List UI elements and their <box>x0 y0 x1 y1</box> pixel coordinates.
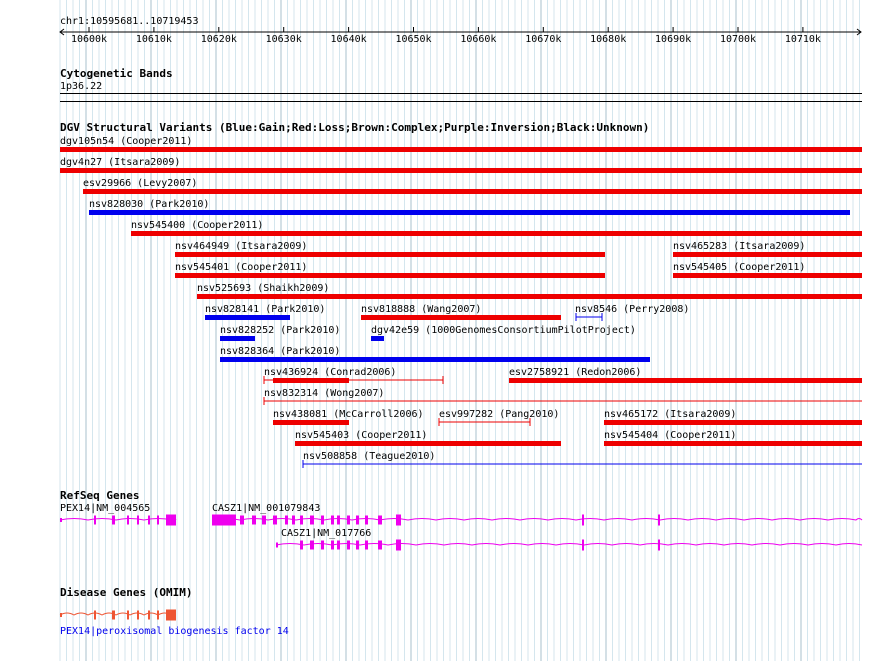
variant-bar[interactable] <box>175 273 605 278</box>
omim-gene-model[interactable] <box>59 609 176 621</box>
variant-bar[interactable] <box>220 357 650 362</box>
variant-bar[interactable] <box>295 441 561 446</box>
variant-bar[interactable] <box>89 210 850 215</box>
variant-bar[interactable] <box>371 336 384 341</box>
variant-label[interactable]: nsv828030 (Park2010) <box>89 199 210 210</box>
ruler-tick-label: 10670k <box>525 34 562 45</box>
gene-label[interactable]: CASZ1|NM_001079843 <box>212 503 321 514</box>
variant-label[interactable]: nsv465283 (Itsara2009) <box>673 241 806 252</box>
refseq-track-title: RefSeq Genes <box>60 489 140 502</box>
variant-bar[interactable] <box>673 252 862 257</box>
gene-label[interactable]: CASZ1|NM_017766 <box>281 528 372 539</box>
variant-interval[interactable] <box>263 376 444 384</box>
region-label: chr1:10595681..10719453 <box>60 16 199 27</box>
ruler-tick-label: 10640k <box>330 34 367 45</box>
variant-bar[interactable] <box>131 231 862 236</box>
variant-label[interactable]: dgv105n54 (Cooper2011) <box>60 136 193 147</box>
variant-bar[interactable] <box>197 294 862 299</box>
ruler-tick-label: 10630k <box>265 34 302 45</box>
variant-label[interactable]: nsv545403 (Cooper2011) <box>295 430 428 441</box>
cyto-band-bar <box>60 93 862 94</box>
variant-bar[interactable] <box>361 315 561 320</box>
variant-label[interactable]: nsv8546 (Perry2008) <box>575 304 690 315</box>
cyto-band-label: 1p36.22 <box>60 81 103 92</box>
ruler-tick-label: 10660k <box>460 34 497 45</box>
variant-bar[interactable] <box>83 189 862 194</box>
variant-bar[interactable] <box>175 252 605 257</box>
variant-label[interactable]: nsv545405 (Cooper2011) <box>673 262 806 273</box>
variant-bar[interactable] <box>673 273 862 278</box>
omim-gene-label[interactable]: PEX14|peroxisomal biogenesis factor 14 <box>60 626 289 637</box>
variant-label[interactable]: nsv464949 (Itsara2009) <box>175 241 308 252</box>
variant-bar[interactable] <box>220 336 255 341</box>
ruler-tick-label: 10680k <box>590 34 627 45</box>
gene-model-casz1-nm017766[interactable] <box>275 539 863 551</box>
variant-label[interactable]: nsv545401 (Cooper2011) <box>175 262 308 273</box>
gene-model-pex14[interactable] <box>59 514 177 526</box>
variant-label[interactable]: nsv828141 (Park2010) <box>205 304 326 315</box>
dgv-track-title: DGV Structural Variants (Blue:Gain;Red:L… <box>60 121 650 134</box>
variant-bar[interactable] <box>60 147 862 152</box>
variant-label[interactable]: nsv508858 (Teague2010) <box>303 451 436 462</box>
gene-label[interactable]: PEX14|NM_004565 <box>60 503 151 514</box>
variant-label[interactable]: esv29966 (Levy2007) <box>83 178 198 189</box>
ruler-tick-label: 10620k <box>200 34 237 45</box>
track-divider <box>60 101 862 102</box>
variant-label[interactable]: esv997282 (Pang2010) <box>439 409 560 420</box>
variant-bar[interactable] <box>604 420 862 425</box>
variant-interval[interactable] <box>263 397 862 405</box>
variant-interval[interactable] <box>302 460 862 468</box>
ruler-tick-label: 10710k <box>784 34 821 45</box>
variant-bar[interactable] <box>205 315 290 320</box>
variant-label[interactable]: nsv828364 (Park2010) <box>220 346 341 357</box>
variant-label[interactable]: esv2758921 (Redon2006) <box>509 367 642 378</box>
ruler-tick-label: 10600k <box>70 34 108 45</box>
variant-label[interactable]: nsv436924 (Conrad2006) <box>264 367 397 378</box>
variant-bar[interactable] <box>60 168 862 173</box>
variant-interval[interactable] <box>575 313 603 321</box>
variant-label[interactable]: nsv438081 (McCarroll2006) <box>273 409 424 420</box>
variant-label[interactable]: nsv465172 (Itsara2009) <box>604 409 737 420</box>
omim-track-title: Disease Genes (OMIM) <box>60 586 193 599</box>
variant-label[interactable]: nsv545400 (Cooper2011) <box>131 220 264 231</box>
ruler-tick-label: 10650k <box>395 34 432 45</box>
variant-bar[interactable] <box>509 378 862 383</box>
cyto-track-title: Cytogenetic Bands <box>60 67 173 80</box>
ruler-tick-label: 10610k <box>135 34 172 45</box>
variant-label[interactable]: nsv525693 (Shaikh2009) <box>197 283 330 294</box>
variant-label[interactable]: dgv4n27 (Itsara2009) <box>60 157 181 168</box>
variant-bar[interactable] <box>604 441 862 446</box>
variant-label[interactable]: nsv545404 (Cooper2011) <box>604 430 737 441</box>
variant-label[interactable]: nsv832314 (Wong2007) <box>264 388 385 399</box>
gene-model-casz1-nm001079843[interactable] <box>211 514 863 526</box>
variant-label[interactable]: nsv828252 (Park2010) <box>220 325 341 336</box>
ruler-tick-label: 10690k <box>655 34 692 45</box>
variant-bar[interactable] <box>273 420 349 425</box>
variant-interval[interactable] <box>438 418 531 426</box>
variant-label[interactable]: nsv818888 (Wang2007) <box>361 304 482 315</box>
ruler-tick-label: 10700k <box>719 34 757 45</box>
variant-label[interactable]: dgv42e59 (1000GenomesConsortiumPilotProj… <box>371 325 636 336</box>
